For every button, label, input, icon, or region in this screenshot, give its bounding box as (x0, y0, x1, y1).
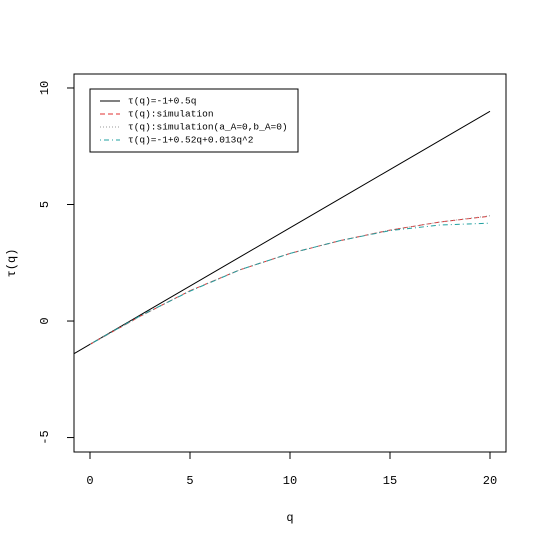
y-tick-label: -5 (38, 430, 52, 444)
legend-label: τ(q):simulation (128, 109, 214, 120)
x-tick-label: 0 (86, 474, 93, 488)
y-tick-label: 0 (38, 317, 52, 324)
x-tick-label: 5 (186, 474, 193, 488)
series-line (89, 215, 491, 345)
y-tick-label: 5 (38, 201, 52, 208)
legend-box (89, 88, 299, 153)
legend-label: τ(q)=-1+0.5q (128, 96, 196, 107)
x-axis-label: q (286, 511, 293, 525)
x-tick-label: 20 (483, 474, 497, 488)
series-line (89, 215, 491, 345)
legend-label: τ(q)=-1+0.52q+0.013q^2 (128, 135, 254, 146)
x-tick-label: 10 (283, 474, 297, 488)
y-axis-label: τ(q) (5, 249, 19, 278)
series-line (89, 222, 491, 345)
x-tick-label: 15 (383, 474, 397, 488)
legend-label: τ(q):simulation(a_A=0,b_A=0) (128, 122, 288, 133)
y-tick-label: 10 (38, 81, 52, 95)
